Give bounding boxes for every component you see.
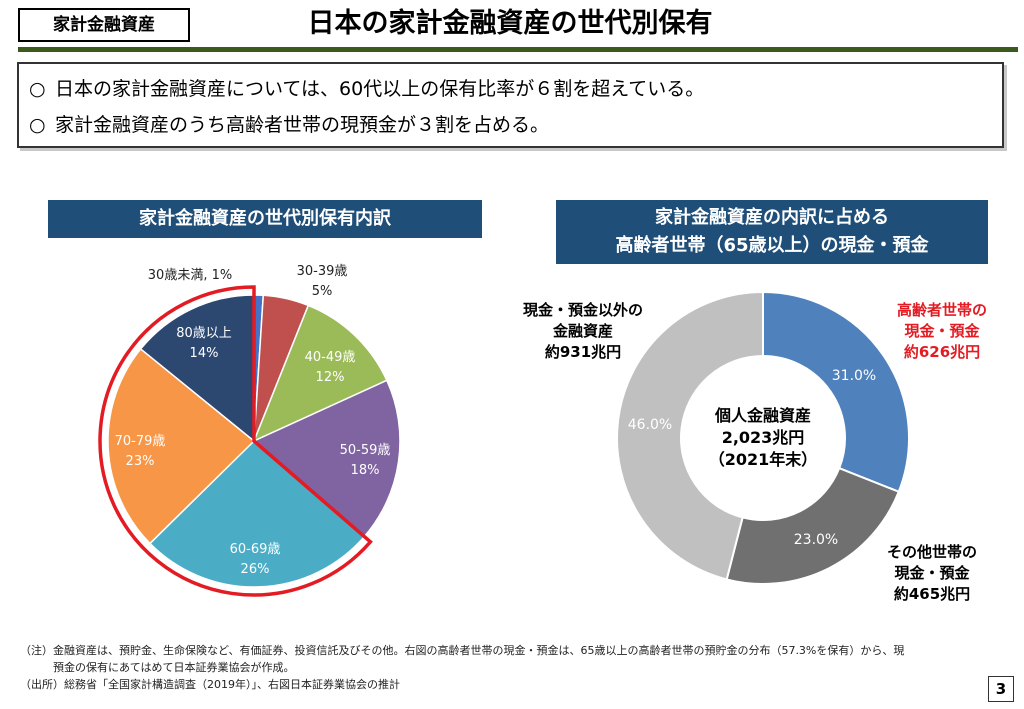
pie-slice-6: [139, 294, 255, 443]
bullet-circle: ○: [29, 114, 46, 136]
page-number: 3: [988, 676, 1014, 702]
donut-slice-2: [616, 290, 764, 581]
page-title: 日本の家計金融資産の世代別保有: [307, 8, 713, 39]
pie-slice-5: [107, 347, 256, 545]
donut-slice-1: [725, 466, 901, 585]
slice-label-50s: 50-59歳 18%: [339, 443, 391, 478]
slice-label-under30: 30歳未満, 1%: [147, 268, 233, 283]
pie-slice-3: [252, 379, 401, 538]
summary-line-1: ○ 日本の家計金融資産については、60代以上の保有比率が６割を超えている。: [29, 76, 704, 102]
elderly-highlight-outline: [98, 285, 373, 597]
header-rule: [18, 47, 1018, 52]
summary-text-1: 日本の家計金融資産については、60代以上の保有比率が６割を超えている。: [55, 78, 705, 100]
footnote-1: （注）金融資産は、預貯金、生命保険など、有価証券、投資信託及びその他。右図の高齢…: [20, 644, 905, 657]
pie-slice-4: [148, 439, 366, 588]
summary-box: ○ 日本の家計金融資産については、60代以上の保有比率が６割を超えている。 ○ 家計…: [17, 62, 1004, 148]
right-chart-title-line-1: 家計金融資産の内訳に占める: [655, 207, 889, 228]
donut-slice-0: [762, 290, 910, 494]
source-note: （出所）総務省「全国家計構造調査（2019年）」、右図日本証券業協会の推計: [20, 678, 400, 691]
generation-pie-chart: [107, 294, 401, 588]
left-chart-title: 家計金融資産の世代別保有内訳: [48, 200, 482, 238]
summary-line-2: ○ 家計金融資産のうち高齢者世帯の現預金が３割を占める。: [29, 112, 549, 138]
summary-text-2: 家計金融資産のうち高齢者世帯の現預金が３割を占める。: [55, 114, 550, 136]
right-chart-title-line-2: 高齢者世帯（65歳以上）の現金・預金: [615, 235, 929, 256]
donut-label-noncash: 現金・預金以外の 金融資産 約931兆円: [522, 301, 643, 361]
slice-label-40s: 40-49歳 12%: [304, 350, 356, 385]
donut-value-other: 23.0%: [793, 532, 839, 548]
donut-value-noncash: 46.0%: [627, 417, 673, 433]
donut-label-elderly: 高齢者世帯の 現金・預金 約626兆円: [896, 301, 987, 361]
right-chart-title: 家計金融資産の内訳に占める 高齢者世帯（65歳以上）の現金・預金: [556, 200, 988, 264]
section-tag: 家計金融資産: [18, 8, 190, 42]
donut-label-other: その他世帯の 現金・預金 約465兆円: [886, 543, 977, 603]
pie-slice-2: [252, 304, 388, 443]
slice-label-80plus: 80歳以上 14%: [176, 326, 232, 361]
footnote-2: 預金の保有にあてはめて日本証券業協会が作成。: [20, 661, 295, 674]
bullet-circle: ○: [29, 78, 46, 100]
donut-center-label: 個人金融資産 2,023兆円 （2021年末）: [708, 406, 818, 469]
donut-value-elderly: 31.0%: [831, 368, 877, 384]
cash-deposit-donut-chart: [616, 290, 910, 585]
slice-label-30s: 30-39歳 5%: [296, 264, 348, 299]
slice-label-70s: 70-79歳 23%: [114, 434, 166, 469]
slice-label-60s: 60-69歳 26%: [229, 542, 281, 577]
header: 家計金融資産 日本の家計金融資産の世代別保有: [0, 0, 1024, 48]
